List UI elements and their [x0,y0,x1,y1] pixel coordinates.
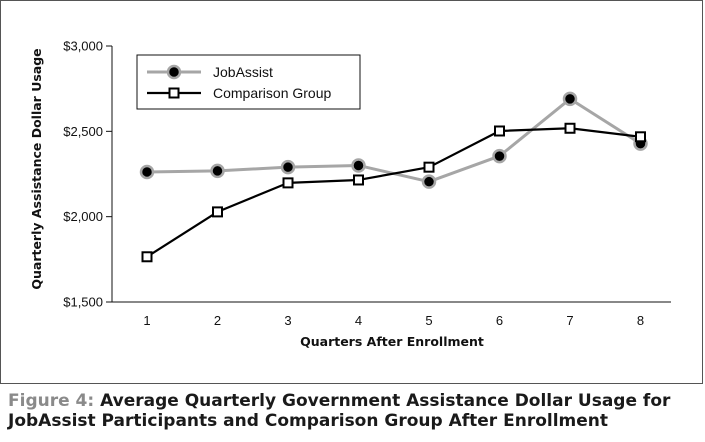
legend-marker-1 [168,87,180,99]
data-point-s0-5 [421,174,437,189]
line-chart: $1,500 $2,000 $2,500 $3,000 1 2 3 4 5 6 7 8 Quarters… [29,39,671,349]
x-tick-label: 3 [284,313,291,328]
figure-caption-text: Average Quarterly Government Assistance … [8,391,671,431]
legend-box [136,54,361,110]
x-tick-label: 6 [496,313,503,328]
x-tick-label: 7 [566,313,573,328]
data-point-s1-6 [494,125,505,137]
y-tick-label: $3,000 [63,39,103,54]
data-point-s1-5 [423,161,435,173]
data-point-s0-7 [562,91,578,107]
data-point-s1-2 [212,206,223,218]
data-point-s1-3 [282,177,294,189]
figure-caption-label: Figure 4: [8,391,95,411]
figure-caption: Figure 4: Average Quarterly Government A… [8,391,698,431]
x-tick-label: 5 [425,313,432,328]
data-point-s0-4 [351,158,366,173]
legend-label-1: Comparison Group [213,85,331,101]
figure-frame: $1,500 $2,000 $2,500 $3,000 1 2 3 4 5 6 7 8 Quarters… [0,0,703,384]
x-tick-label: 8 [637,313,644,328]
data-point-s0-6 [492,148,507,164]
data-point-s0-1 [139,164,155,180]
data-point-s1-7 [564,122,576,134]
legend-label-0: JobAssist [213,64,273,80]
x-tick-label: 4 [355,313,362,328]
legend-marker-0 [166,64,182,80]
x-tick-label: 1 [143,313,150,328]
y-tick-label: $2,000 [63,209,103,224]
series-line-1 [146,127,641,258]
data-point-s0-2 [210,163,225,179]
y-tick-label: $2,500 [63,124,103,139]
x-axis-title: Quarters After Enrollment [300,334,484,349]
y-tick-label: $1,500 [63,295,103,310]
data-point-s1-1 [141,251,153,263]
y-axis-title: Quarterly Assistance Dollar Usage [29,48,44,289]
x-tick-label: 2 [214,313,221,328]
data-point-s1-4 [353,174,364,186]
data-point-s1-8 [635,131,646,143]
data-point-s0-3 [280,159,296,175]
